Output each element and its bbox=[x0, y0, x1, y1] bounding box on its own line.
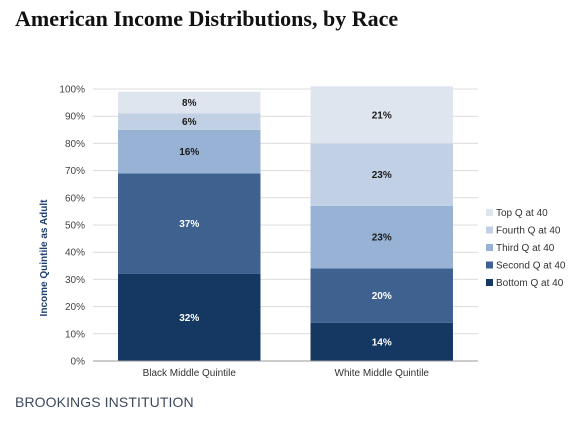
legend-swatch-fourth bbox=[486, 226, 493, 234]
legend-item-label: Fourth Q at 40 bbox=[496, 226, 561, 237]
axes: 0% 10% 20% 30% 40% 50% 60% 70% 80% 90% 100% Black M… bbox=[59, 85, 478, 379]
x-category-label: Black Middle Quintile bbox=[143, 368, 237, 379]
bar-segment-bottom bbox=[310, 322, 453, 361]
chart-title: American Income Distributions, by Race bbox=[15, 6, 399, 31]
bar-segment-third bbox=[310, 205, 453, 269]
legend-swatch-top bbox=[486, 209, 493, 216]
legend-swatch-third bbox=[486, 244, 493, 251]
data-label: 20% bbox=[372, 291, 392, 302]
legend: Top Q at 40 Fourth Q at 40 Third Q at 40 Se… bbox=[486, 208, 566, 289]
bar-segment-second bbox=[118, 173, 261, 274]
y-tick-label: 50% bbox=[65, 221, 85, 232]
bar-segment-top bbox=[118, 91, 261, 114]
legend-item-label: Third Q at 40 bbox=[496, 243, 555, 254]
legend-swatch-second bbox=[486, 261, 493, 269]
data-label: 6% bbox=[182, 117, 197, 128]
data-label: 37% bbox=[179, 219, 199, 230]
data-label: 23% bbox=[372, 170, 392, 181]
y-tick-label: 20% bbox=[65, 302, 85, 313]
y-tick-label: 60% bbox=[65, 193, 85, 204]
bar-segment-fourth bbox=[310, 143, 453, 206]
y-tick-label: 40% bbox=[65, 248, 85, 259]
legend-swatch-bottom bbox=[486, 279, 493, 286]
y-tick-label: 80% bbox=[65, 139, 85, 150]
data-label: 8% bbox=[182, 98, 197, 109]
legend-item-label: Top Q at 40 bbox=[496, 208, 548, 219]
y-tick-label: 100% bbox=[59, 85, 85, 96]
bar-segment-second bbox=[310, 268, 453, 323]
y-tick-label: 0% bbox=[71, 357, 86, 368]
bar-segment-top bbox=[310, 86, 453, 144]
data-label: 23% bbox=[372, 233, 392, 244]
y-axis-label: Income Quintile as Adult bbox=[39, 199, 50, 317]
y-tick-label: 30% bbox=[65, 275, 85, 286]
data-label: 16% bbox=[179, 147, 199, 158]
bar-segment-fourth bbox=[118, 113, 261, 130]
bar-segment-third bbox=[118, 129, 261, 174]
legend-item-label: Bottom Q at 40 bbox=[496, 278, 564, 289]
bar-segment-bottom bbox=[118, 273, 261, 361]
source-credit: BROOKINGS INSTITUTION bbox=[15, 394, 194, 410]
y-tick-label: 70% bbox=[65, 166, 85, 177]
data-label: 14% bbox=[372, 337, 392, 348]
data-label: 21% bbox=[372, 110, 392, 121]
y-tick-label: 90% bbox=[65, 112, 85, 123]
y-tick-label: 10% bbox=[65, 329, 85, 340]
legend-item-label: Second Q at 40 bbox=[496, 261, 566, 272]
x-category-label: White Middle Quintile bbox=[335, 368, 430, 379]
data-label: 32% bbox=[179, 313, 199, 324]
bars: 32% 37% 16% 6% 8% 14% 20% 23% 23% 21% bbox=[118, 86, 453, 361]
